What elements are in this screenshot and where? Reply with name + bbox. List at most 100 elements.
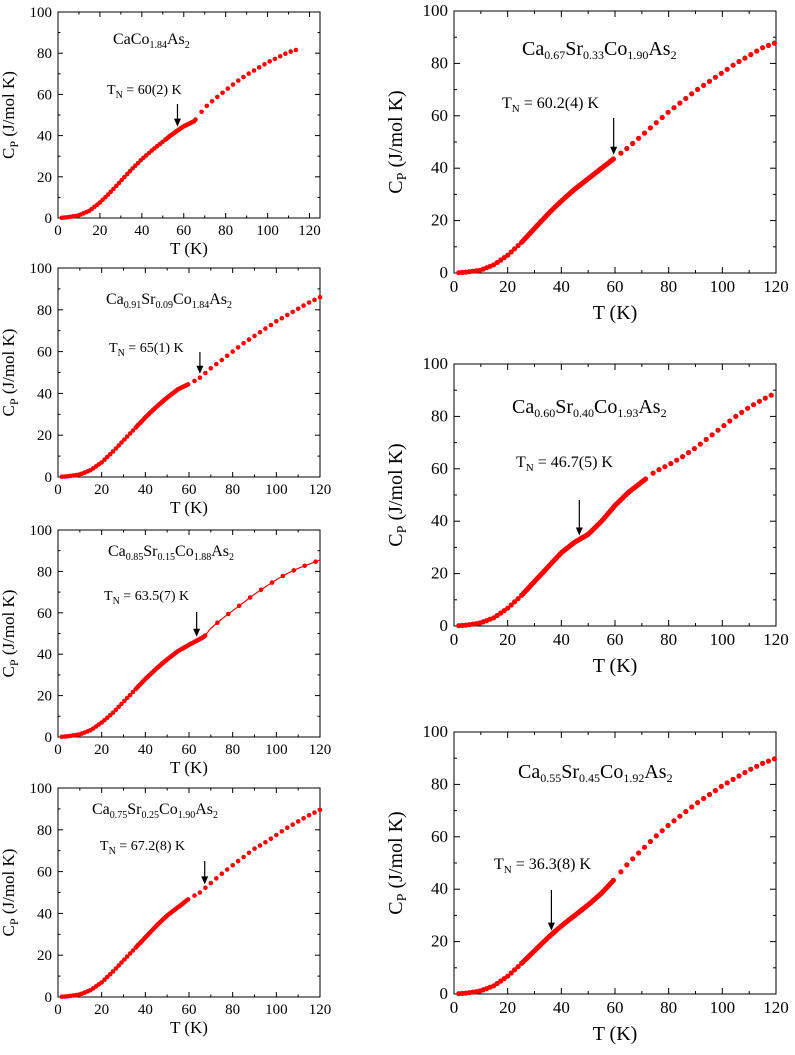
data-point: [215, 620, 220, 625]
neel-arrow-head: [610, 146, 618, 155]
data-point: [192, 378, 197, 384]
data-point: [511, 599, 518, 605]
chart-panel-6: 0 20 40 60 80 100 120 0 20 40 60 80 100 T (K) CP (J/mo…: [385, 354, 789, 677]
neel-temperature-label: TN = 65(1) K: [109, 341, 184, 359]
x-tick-label: 60: [607, 998, 624, 1017]
data-point: [515, 243, 521, 249]
data-point: [295, 306, 301, 312]
data-series: [59, 295, 323, 480]
data-line: [61, 559, 321, 738]
x-tick-label: 40: [138, 742, 153, 758]
neel-temperature-label: TN = 46.7(5) K: [516, 454, 613, 474]
y-tick-label: 60: [37, 606, 52, 622]
x-tick-label: 0: [54, 742, 62, 758]
data-point: [124, 695, 130, 701]
data-point: [748, 766, 754, 772]
data-point: [220, 90, 225, 96]
data-point: [505, 605, 511, 611]
data-point: [185, 897, 191, 902]
data-point: [689, 91, 695, 97]
data-point: [288, 49, 294, 54]
data-point: [110, 710, 116, 715]
data-point: [113, 446, 119, 451]
data-point: [647, 838, 654, 845]
y-axis-label: CP (J/mol K): [385, 811, 410, 914]
data-point: [748, 52, 754, 58]
data-point: [647, 125, 654, 131]
data-point: [219, 357, 225, 363]
x-tick-label: 20: [94, 1002, 109, 1018]
x-tick-label: 40: [138, 482, 153, 498]
data-point: [636, 135, 642, 141]
y-tick-label: 0: [440, 616, 449, 635]
data-point: [754, 48, 760, 54]
data-point: [736, 773, 742, 779]
y-tick-label: 0: [45, 730, 53, 746]
x-axis-label: T (K): [170, 758, 208, 777]
data-point: [290, 309, 296, 315]
x-axis-label: T (K): [593, 302, 638, 324]
data-point: [279, 315, 285, 321]
y-tick-label: 80: [431, 406, 448, 425]
data-point: [662, 464, 668, 470]
data-point: [214, 361, 219, 367]
data-point: [102, 977, 107, 982]
neel-temperature-label: TN = 60(2) K: [107, 83, 182, 101]
data-point: [630, 140, 636, 147]
data-point: [127, 431, 133, 436]
data-point: [285, 312, 290, 318]
data-point: [124, 171, 130, 177]
data-point: [291, 568, 297, 573]
data-point: [114, 183, 119, 189]
y-axis-label: CP (J/mol K): [0, 849, 21, 937]
data-point: [193, 117, 198, 122]
x-tick-label: 60: [182, 482, 197, 498]
neel-arrow-head: [196, 365, 204, 374]
data-point: [247, 595, 253, 600]
data-point: [771, 40, 778, 46]
data-point: [267, 59, 273, 64]
data-point: [293, 47, 299, 53]
data-point: [665, 109, 671, 115]
data-point: [203, 370, 208, 376]
data-point: [113, 707, 119, 713]
data-point: [706, 791, 713, 798]
data-point: [199, 109, 204, 115]
y-tick-label: 20: [37, 428, 52, 444]
data-point: [671, 105, 677, 111]
data-point: [312, 810, 317, 815]
data-point: [122, 437, 127, 442]
data-point: [680, 454, 686, 460]
data-point: [111, 186, 116, 192]
x-axis-label: T (K): [170, 239, 208, 258]
y-tick-label: 40: [431, 511, 448, 530]
data-point: [306, 300, 312, 305]
x-tick-label: 0: [450, 630, 459, 649]
data-point: [272, 56, 278, 62]
data-point: [277, 54, 283, 59]
x-tick-label: 60: [607, 630, 624, 649]
y-tick-label: 40: [431, 158, 448, 177]
data-point: [110, 449, 116, 454]
y-axis-label: CP (J/mol K): [385, 90, 410, 193]
data-point: [643, 476, 649, 482]
data-point: [241, 854, 246, 860]
data-point: [745, 405, 751, 411]
data-point: [235, 345, 241, 350]
y-tick-label: 40: [37, 129, 52, 145]
data-point: [683, 95, 689, 102]
data-point: [312, 297, 317, 303]
data-point: [226, 611, 231, 617]
data-point: [113, 966, 119, 971]
data-point: [760, 45, 766, 51]
compound-label: Ca0.55​Sr0.45​Co1.92​As2​: [518, 761, 673, 785]
data-point: [105, 454, 110, 460]
data-point: [610, 156, 617, 162]
data-point: [765, 758, 772, 764]
y-tick-label: 80: [37, 46, 52, 62]
x-tick-label: 120: [309, 482, 332, 498]
data-point: [124, 434, 130, 439]
data-point: [236, 603, 242, 609]
x-tick-label: 120: [763, 998, 789, 1017]
x-tick-label: 40: [553, 630, 570, 649]
